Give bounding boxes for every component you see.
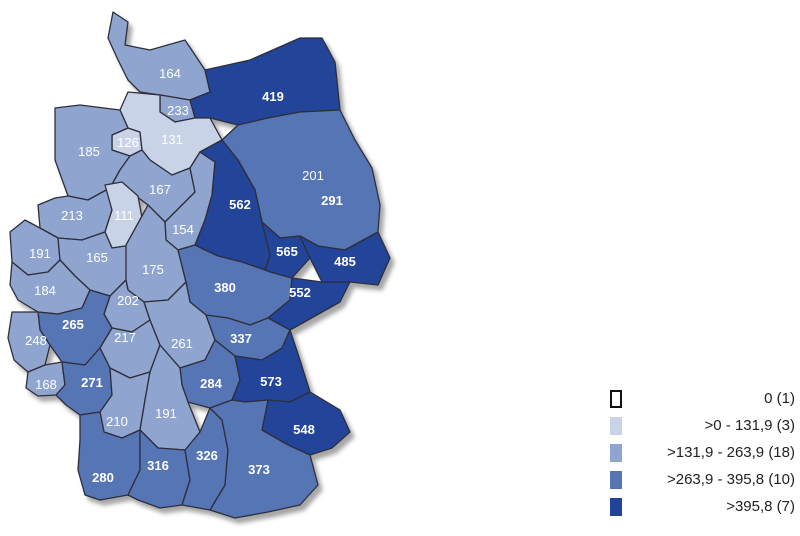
region-value-koblenz: 265 [62,317,84,332]
legend-label-0: 0 (1) [764,390,795,407]
region-value-mittelfranken: 284 [200,376,222,391]
region-value-oberbayern: 373 [248,462,270,477]
region-value-detmold: 111 [114,208,134,223]
region-value-bremen: 126 [117,135,139,150]
region-value-unterfranken: 261 [171,336,193,351]
region-value-duesseldorf: 191 [29,246,51,261]
legend-item-4: >395,8 (7) [610,493,795,520]
legend-label-2: >131,9 - 263,9 (18) [666,444,795,461]
region-value-giessen: 202 [117,293,139,308]
region-schleswig [107,11,211,101]
region-value-freiburg: 280 [92,470,114,485]
legend-swatch-2 [610,443,622,462]
legend-swatch-3 [610,470,622,489]
legend-label-1: >0 - 131,9 (3) [704,417,795,434]
map-legend: 0 (1) >0 - 131,9 (3) >131,9 - 263,9 (18)… [610,385,795,520]
region-value-trier: 248 [25,333,47,348]
region-value-sachsen-anhalt: 562 [229,197,251,212]
legend-item-2: >131,9 - 263,9 (18) [610,439,795,466]
region-value-leipzig: 565 [276,244,298,259]
region-value-oberfranken: 337 [230,331,252,346]
region-value-saarland: 168 [35,377,57,392]
region-chemnitz [267,277,351,331]
germany-map-svg: 164 233 419 126 131 185 201 291 167 213 111 154 562 5… [7,11,391,519]
region-value-chemnitz: 552 [289,285,311,300]
region-value-koeln: 184 [34,283,56,298]
region-value-muenster: 213 [61,208,83,223]
legend-item-3: >263,9 - 395,8 (10) [610,466,795,493]
region-value-tuebingen: 316 [147,458,169,473]
region-value-arnsberg: 165 [86,250,108,265]
legend-swatch-0 [610,389,622,408]
region-value-darmstadt: 217 [114,330,136,345]
region-value-berlin: 201 [302,168,324,183]
region-value-weser-ems: 185 [78,144,100,159]
legend-swatch-1 [610,416,622,435]
region-dresden [299,231,391,286]
legend-label-4: >395,8 (7) [726,498,795,515]
region-value-braunschweig: 154 [172,222,194,237]
region-value-hamburg: 233 [167,103,189,118]
region-tuebingen [127,429,191,509]
region-value-karlsruhe: 210 [106,414,128,429]
region-value-oberpfalz: 573 [260,374,282,389]
legend-swatch-4 [610,497,622,516]
region-value-schwaben: 326 [196,448,218,463]
region-value-dresden: 485 [334,254,356,269]
region-value-kassel: 175 [142,262,164,277]
region-value-niederbayern: 548 [293,422,315,437]
region-value-lueneburg: 131 [161,132,183,147]
region-value-brandenburg: 291 [321,193,343,208]
region-value-mecklenburg: 419 [262,89,284,104]
region-value-stuttgart: 191 [155,406,177,421]
region-oberbayern [209,399,319,519]
choropleth-map: 164 233 419 126 131 185 201 291 167 213 111 154 562 5… [7,11,391,519]
region-value-rheinhessen-pfalz: 271 [81,375,103,390]
region-value-schleswig: 164 [159,66,181,81]
region-value-thueringen: 380 [214,280,236,295]
legend-item-1: >0 - 131,9 (3) [610,412,795,439]
legend-item-0: 0 (1) [610,385,795,412]
region-value-hannover: 167 [149,182,171,197]
legend-label-3: >263,9 - 395,8 (10) [666,471,795,488]
